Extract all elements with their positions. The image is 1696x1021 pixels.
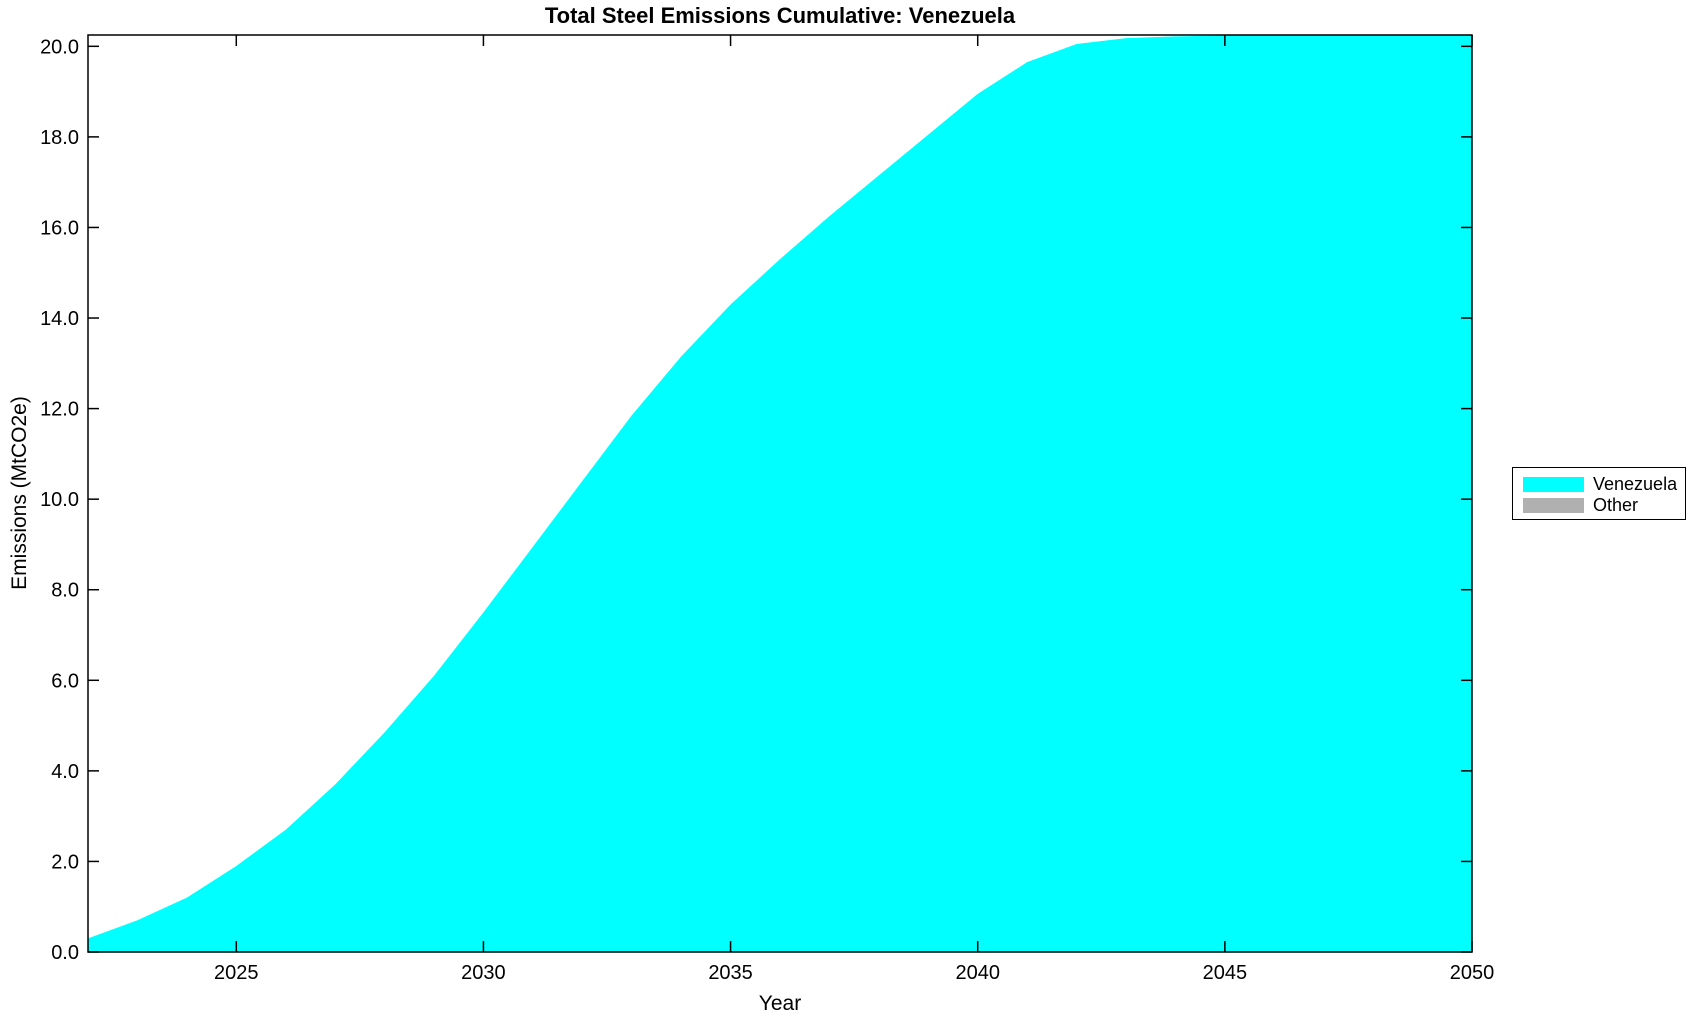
y-tick-label: 0.0 [51, 942, 79, 964]
x-tick-label: 2025 [214, 962, 259, 984]
y-tick-label: 14.0 [40, 308, 79, 330]
axes-box [87, 34, 1473, 953]
y-tick-label: 2.0 [51, 851, 79, 873]
y-tick-label: 16.0 [40, 217, 79, 239]
y-tick-label: 10.0 [40, 489, 79, 511]
legend: Venezuela Other [1512, 467, 1686, 520]
legend-row-venezuela: Venezuela [1513, 474, 1685, 495]
x-tick-label: 2050 [1450, 962, 1495, 984]
legend-swatch-venezuela [1523, 477, 1584, 492]
x-axis-label: Year [758, 992, 802, 1015]
legend-label: Other [1593, 495, 1639, 515]
y-tick-label: 12.0 [40, 399, 79, 421]
y-tick-label: 8.0 [51, 580, 79, 602]
y-tick-label: 18.0 [40, 127, 79, 149]
area-series-venezuela [88, 35, 1472, 952]
y-tick-label: 20.0 [40, 36, 79, 58]
legend-swatch-other [1523, 498, 1584, 513]
chart-title: Total Steel Emissions Cumulative: Venezu… [544, 3, 1016, 28]
x-tick-label: 2030 [461, 962, 506, 984]
x-tick-label: 2035 [708, 962, 753, 984]
x-tick-label: 2040 [955, 962, 1000, 984]
legend-row-other: Other [1513, 495, 1685, 516]
y-tick-label: 4.0 [51, 761, 79, 783]
legend-label: Venezuela [1593, 474, 1678, 494]
y-tick-label: 6.0 [51, 670, 79, 692]
x-tick-label: 2045 [1203, 962, 1248, 984]
y-axis-label: Emissions (MtCO2e) [8, 396, 31, 590]
